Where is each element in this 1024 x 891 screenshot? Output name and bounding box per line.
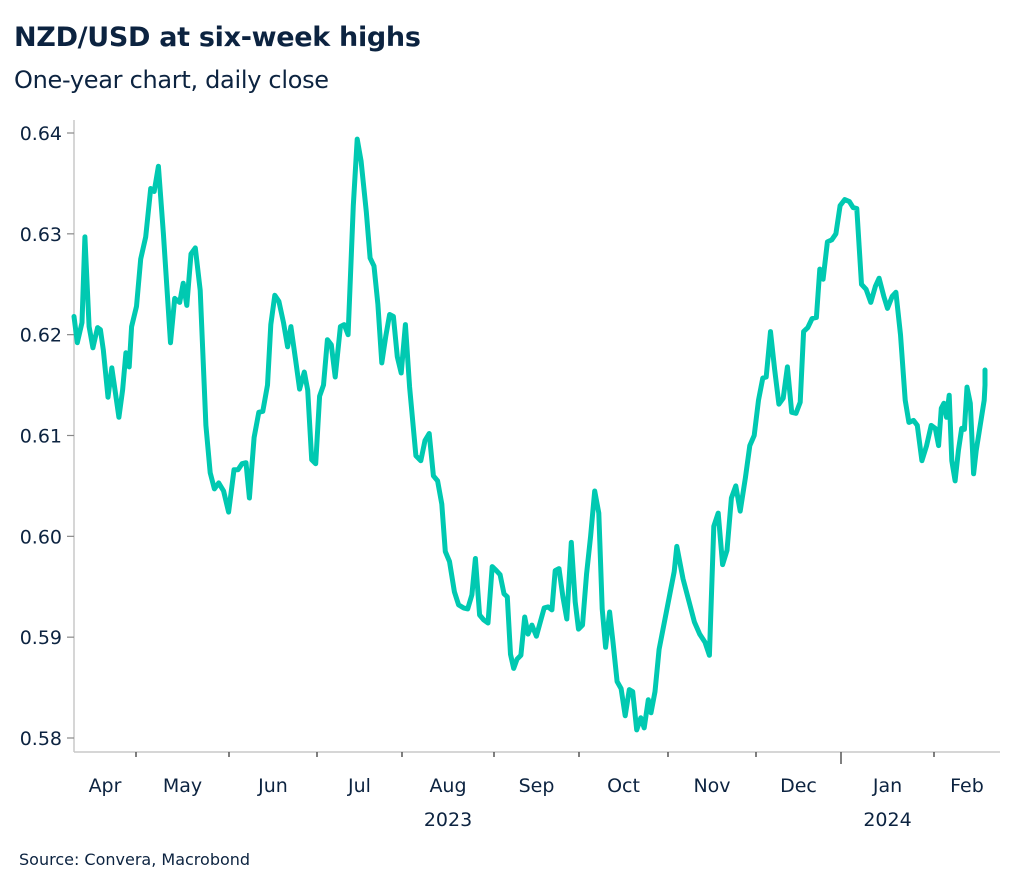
x-tick-label: Apr <box>89 775 122 797</box>
x-tick-label: Dec <box>780 775 817 797</box>
y-tick-label: 0.59 <box>20 627 62 649</box>
x-tick-label: May <box>163 775 202 797</box>
y-tick-label: 0.61 <box>20 426 62 448</box>
x-year-label: 2023 <box>424 809 472 831</box>
source-note: Source: Convera, Macrobond <box>19 850 251 869</box>
y-tick-label: 0.63 <box>20 224 62 246</box>
x-tick-label: Jun <box>257 775 288 797</box>
x-year-label: 2024 <box>863 809 911 831</box>
y-tick-label: 0.62 <box>20 325 62 347</box>
chart-subtitle: One-year chart, daily close <box>14 66 329 94</box>
x-tick-label: Jan <box>872 775 902 797</box>
x-tick-label: Oct <box>607 775 640 797</box>
y-tick-label: 0.60 <box>20 526 62 548</box>
x-tick-label: Sep <box>519 775 555 797</box>
series-line-nzdusd <box>71 136 988 733</box>
x-tick-label: Aug <box>429 775 466 797</box>
chart-title: NZD/USD at six-week highs <box>14 22 421 53</box>
axes <box>73 120 1000 753</box>
y-tick-label: 0.64 <box>20 123 62 145</box>
x-tick-label: Feb <box>950 775 984 797</box>
x-tick-label: Jul <box>347 775 371 797</box>
y-tick-label: 0.58 <box>20 728 62 750</box>
y-axis-ticks: 0.64 0.63 0.62 0.61 0.60 0.59 0.58 <box>20 123 74 750</box>
x-tick-label: Nov <box>693 775 730 797</box>
x-axis-ticks: Apr May Jun Jul Aug Sep Oct Nov Dec Jan Feb 2023 202… <box>89 752 984 831</box>
